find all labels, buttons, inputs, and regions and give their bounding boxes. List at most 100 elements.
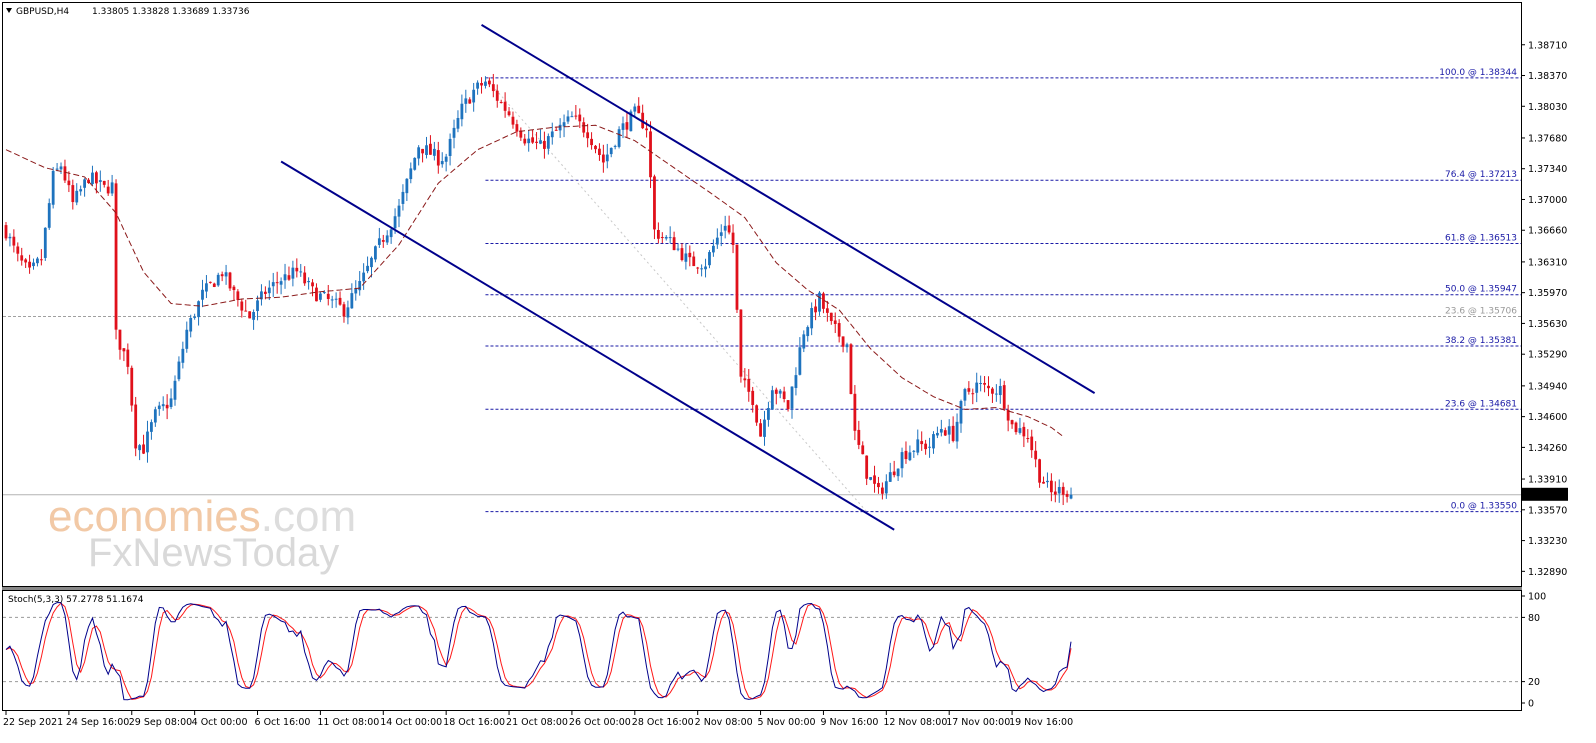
stoch-k-line[interactable] <box>5 601 1072 701</box>
candlestick[interactable] <box>515 119 519 137</box>
candlestick[interactable] <box>157 401 161 416</box>
candlestick[interactable] <box>916 429 920 456</box>
candlestick[interactable] <box>91 165 94 186</box>
candlestick[interactable] <box>700 264 704 277</box>
candlestick[interactable] <box>468 97 472 104</box>
candlestick[interactable] <box>315 283 318 302</box>
candlestick[interactable] <box>448 133 452 166</box>
candlestick[interactable] <box>263 286 267 300</box>
candlestick[interactable] <box>586 123 590 148</box>
candlestick[interactable] <box>452 119 456 149</box>
candlestick[interactable] <box>307 277 311 290</box>
candlestick[interactable] <box>79 185 83 196</box>
candlestick[interactable] <box>362 263 366 290</box>
candlestick[interactable] <box>833 312 837 334</box>
candlestick[interactable] <box>936 426 939 439</box>
candlestick[interactable] <box>829 312 833 325</box>
candlestick[interactable] <box>495 84 499 108</box>
candlestick[interactable] <box>98 170 102 192</box>
candlestick[interactable] <box>798 337 802 376</box>
candlestick[interactable] <box>425 136 428 159</box>
candlestick[interactable] <box>849 343 853 395</box>
candlestick[interactable] <box>193 313 197 320</box>
candlestick[interactable] <box>114 179 118 340</box>
candlestick[interactable] <box>440 152 444 168</box>
candlestick[interactable] <box>409 162 413 184</box>
candlestick[interactable] <box>712 239 715 257</box>
candlestick[interactable] <box>688 245 692 267</box>
candlestick[interactable] <box>181 341 185 369</box>
candlestick[interactable] <box>794 367 798 396</box>
candlestick[interactable] <box>704 258 707 278</box>
candlestick[interactable] <box>790 386 794 419</box>
channel-upper-line[interactable] <box>481 23 1096 394</box>
candlestick[interactable] <box>240 298 244 318</box>
candlestick[interactable] <box>28 254 31 274</box>
candlestick[interactable] <box>873 465 876 493</box>
candlestick[interactable] <box>32 258 35 270</box>
candlestick[interactable] <box>208 281 212 284</box>
candlestick[interactable] <box>480 77 483 94</box>
candlestick[interactable] <box>4 221 8 241</box>
candlestick[interactable] <box>260 284 263 306</box>
candlestick[interactable] <box>59 162 63 174</box>
candlestick[interactable] <box>888 462 892 482</box>
candlestick[interactable] <box>994 384 998 402</box>
candlestick[interactable] <box>825 300 829 322</box>
candlestick[interactable] <box>8 233 12 247</box>
candlestick[interactable] <box>173 375 177 406</box>
candlestick[interactable] <box>256 295 259 321</box>
candlestick[interactable] <box>169 388 173 410</box>
candlestick[interactable] <box>786 400 790 412</box>
candlestick[interactable] <box>94 170 98 194</box>
candlestick[interactable] <box>464 89 468 113</box>
candlestick[interactable] <box>574 105 578 120</box>
candlestick[interactable] <box>810 302 814 336</box>
candlestick[interactable] <box>845 342 849 353</box>
candlestick[interactable] <box>939 419 943 437</box>
candlestick[interactable] <box>24 258 28 268</box>
candlestick[interactable] <box>165 394 169 420</box>
candlestick[interactable] <box>739 309 743 383</box>
candlestick[interactable] <box>397 198 401 228</box>
moving-average-line[interactable] <box>5 124 1064 437</box>
candlestick[interactable] <box>63 159 67 184</box>
candlestick[interactable] <box>609 147 613 158</box>
candlestick[interactable] <box>71 179 75 210</box>
candlestick[interactable] <box>429 135 432 155</box>
candlestick[interactable] <box>896 468 900 482</box>
candlestick[interactable] <box>900 447 904 478</box>
candlestick[interactable] <box>417 145 421 166</box>
candlestick[interactable] <box>161 396 165 411</box>
candlestick[interactable] <box>346 300 350 325</box>
candlestick[interactable] <box>861 441 865 455</box>
candlestick[interactable] <box>291 260 295 287</box>
candlestick[interactable] <box>1034 441 1038 468</box>
candlestick[interactable] <box>55 163 59 172</box>
candlestick[interactable] <box>932 431 935 454</box>
candlestick[interactable] <box>405 178 409 202</box>
candlestick[interactable] <box>334 292 338 308</box>
candlestick[interactable] <box>570 111 574 118</box>
candlestick[interactable] <box>1053 481 1057 503</box>
candlestick[interactable] <box>971 388 975 405</box>
candlestick[interactable] <box>138 443 142 461</box>
candlestick[interactable] <box>444 153 448 172</box>
candlestick[interactable] <box>967 381 971 395</box>
candlestick[interactable] <box>275 271 279 294</box>
candlestick[interactable] <box>47 198 51 230</box>
candlestick[interactable] <box>299 263 303 277</box>
candlestick[interactable] <box>177 356 181 382</box>
candlestick[interactable] <box>279 277 283 295</box>
candlestick[interactable] <box>413 157 417 171</box>
candlestick[interactable] <box>507 107 511 117</box>
candlestick[interactable] <box>877 476 880 494</box>
candlestick[interactable] <box>727 215 731 235</box>
candlestick[interactable] <box>676 243 680 252</box>
candlestick[interactable] <box>232 285 236 301</box>
candlestick[interactable] <box>543 131 546 159</box>
candlestick[interactable] <box>625 112 629 138</box>
channel-lower-line[interactable] <box>280 160 895 531</box>
candlestick[interactable] <box>338 291 342 306</box>
candlestick[interactable] <box>774 387 778 405</box>
